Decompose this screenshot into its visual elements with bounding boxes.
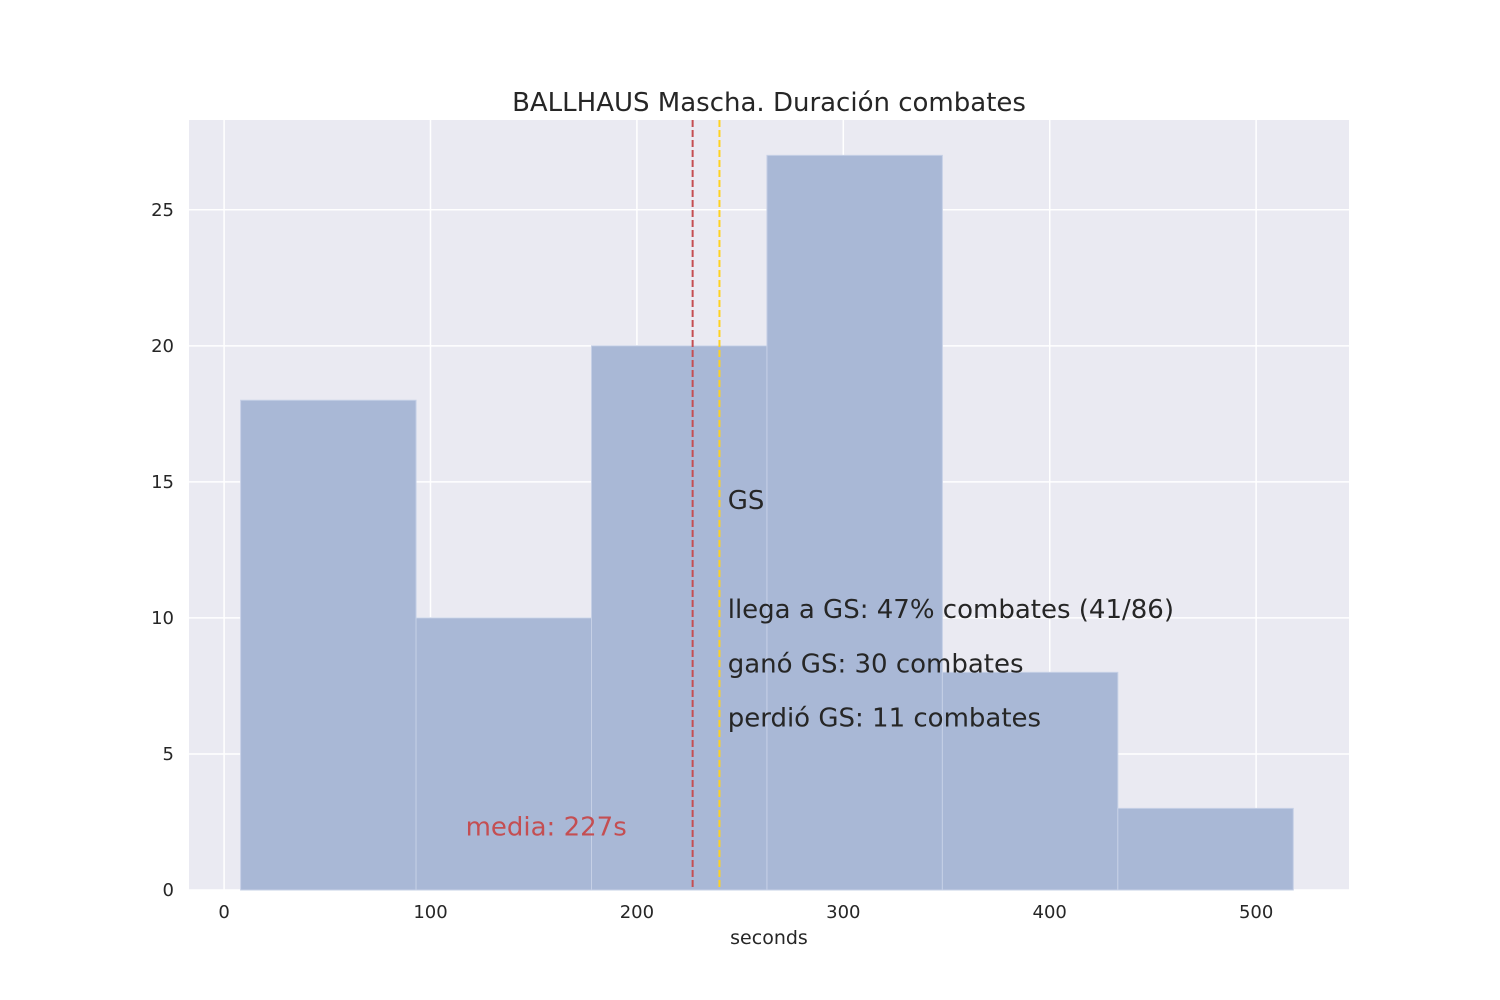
gs-annotation: GS — [728, 486, 765, 516]
x-axis-label: seconds — [730, 927, 808, 949]
x-tick-label: 500 — [1239, 902, 1273, 923]
y-tick-label: 0 — [163, 880, 174, 901]
x-tick-label: 200 — [620, 902, 654, 923]
gs-reach-annotation: llega a GS: 47% combates (41/86) — [728, 595, 1174, 625]
y-tick-label: 25 — [151, 200, 174, 221]
gs-lost-annotation: perdió GS: 11 combates — [728, 704, 1041, 734]
mean-annotation: media: 227s — [466, 813, 627, 843]
y-tick-label: 20 — [151, 336, 174, 357]
histogram-bar — [415, 617, 592, 891]
histogram-bar — [766, 154, 943, 891]
x-tick-label: 0 — [218, 902, 229, 923]
bars — [240, 154, 1294, 891]
histogram-bar — [941, 671, 1119, 891]
y-tick-label: 15 — [151, 472, 174, 493]
reference-lines — [691, 120, 721, 890]
annotations: media: 227s GS llega a GS: 47% combates … — [466, 486, 1174, 843]
y-tick-label: 10 — [151, 608, 174, 629]
histogram-bar — [590, 345, 768, 891]
x-tick-label: 300 — [826, 902, 860, 923]
x-tick-label: 400 — [1033, 902, 1067, 923]
histogram-bar — [1117, 807, 1294, 891]
chart-title: BALLHAUS Mascha. Duración combates — [512, 88, 1026, 118]
x-tick-label: 100 — [413, 902, 447, 923]
histogram-bar — [240, 399, 417, 891]
x-axis-ticks: 0 100 200 300 400 500 — [218, 902, 1273, 923]
gs-won-annotation: ganó GS: 30 combates — [728, 649, 1024, 679]
y-tick-label: 5 — [163, 744, 174, 765]
y-axis-ticks: 0 5 10 15 20 25 — [151, 200, 174, 901]
